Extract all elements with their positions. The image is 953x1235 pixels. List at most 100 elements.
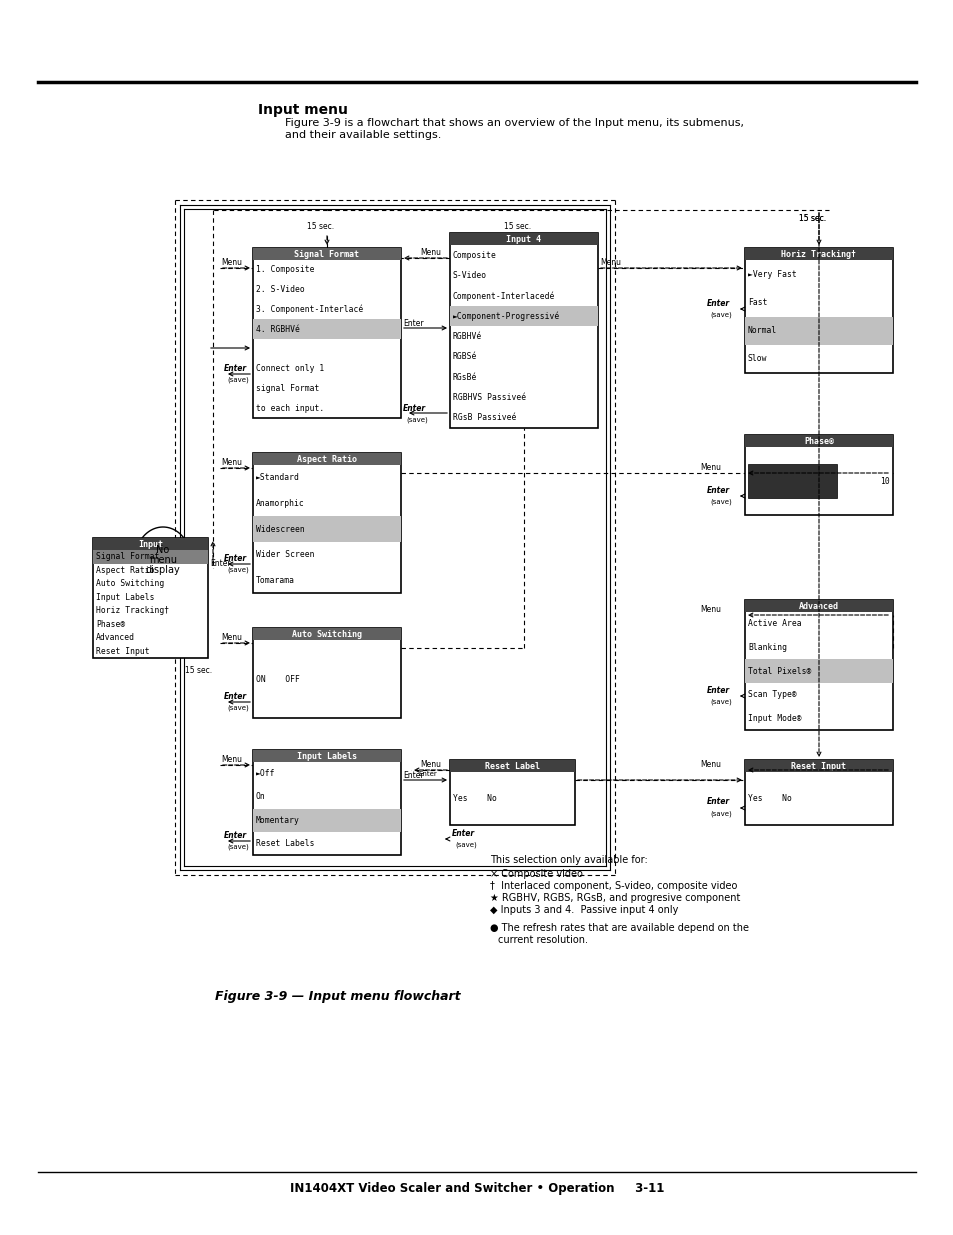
Bar [253, 453, 400, 466]
Text: current resolution.: current resolution. [497, 935, 587, 945]
Text: Phase®: Phase® [803, 436, 833, 446]
Text: Anamorphic: Anamorphic [255, 499, 304, 508]
Text: Total Pixels®: Total Pixels® [747, 667, 810, 676]
Bar [744, 600, 892, 613]
Text: Reset Input: Reset Input [791, 762, 845, 771]
Text: Enter: Enter [402, 319, 423, 327]
Text: Aspect Ratio: Aspect Ratio [296, 454, 356, 463]
Text: Auto Switching: Auto Switching [96, 579, 164, 588]
Text: Reset Label: Reset Label [484, 762, 539, 771]
Text: Menu: Menu [700, 462, 720, 472]
Text: (save): (save) [227, 567, 249, 573]
Text: 15 sec.: 15 sec. [307, 221, 334, 231]
Bar [744, 760, 892, 772]
Text: Momentary: Momentary [255, 815, 299, 825]
Text: Reset Labels: Reset Labels [255, 839, 314, 848]
Text: Horiz Tracking†: Horiz Tracking† [96, 606, 169, 615]
Text: to each input.: to each input. [255, 404, 324, 412]
Bar [92, 538, 208, 550]
Bar [92, 550, 208, 563]
Text: Widescreen: Widescreen [255, 525, 304, 534]
Text: Advanced: Advanced [96, 634, 135, 642]
Text: Active Area: Active Area [747, 619, 801, 629]
Text: ● The refresh rates that are available depend on the: ● The refresh rates that are available d… [490, 923, 748, 932]
Text: Menu: Menu [221, 632, 242, 641]
Bar [92, 538, 208, 658]
Text: 15 sec.: 15 sec. [799, 214, 825, 222]
Text: Horiz Tracking†: Horiz Tracking† [781, 249, 856, 258]
Bar [744, 316, 892, 345]
Text: Yes    No: Yes No [747, 794, 791, 803]
Text: (save): (save) [709, 810, 731, 818]
Bar [744, 435, 892, 447]
Text: signal Format: signal Format [255, 384, 319, 393]
Text: Signal Format: Signal Format [294, 249, 359, 258]
Text: (save): (save) [406, 416, 427, 424]
Text: Input Labels: Input Labels [96, 593, 154, 601]
Bar [253, 516, 400, 542]
Text: RGsBé: RGsBé [453, 373, 476, 382]
Text: 15 sec.: 15 sec. [503, 221, 531, 231]
Text: Menu: Menu [419, 247, 440, 257]
Text: ★ RGBHV, RGBS, RGsB, and progresive component: ★ RGBHV, RGBS, RGsB, and progresive comp… [490, 893, 740, 903]
Text: (save): (save) [227, 705, 249, 711]
Text: Enter: Enter [706, 685, 729, 694]
Text: Input: Input [138, 540, 163, 548]
Text: ►Standard: ►Standard [255, 473, 299, 483]
Text: × Composite video: × Composite video [490, 869, 582, 879]
Text: RGBHVé: RGBHVé [453, 332, 482, 341]
Text: Component-Interlacedé: Component-Interlacedé [453, 291, 555, 300]
Bar [253, 320, 400, 338]
Bar [450, 306, 598, 326]
Text: Auto Switching: Auto Switching [292, 630, 361, 638]
Text: Enter: Enter [402, 404, 426, 412]
Text: 4. RGBHVé: 4. RGBHVé [255, 325, 299, 333]
Text: Input 4: Input 4 [506, 235, 541, 243]
Text: Enter: Enter [224, 553, 247, 562]
Text: (save): (save) [709, 499, 731, 505]
Text: display: display [146, 564, 180, 576]
Text: Figure 3-9 — Input menu flowchart: Figure 3-9 — Input menu flowchart [214, 990, 460, 1003]
Text: Menu: Menu [221, 457, 242, 467]
Text: ►Very Fast: ►Very Fast [747, 269, 796, 279]
Text: (save): (save) [227, 377, 249, 383]
Bar [744, 248, 892, 373]
Bar [253, 248, 400, 261]
Text: menu: menu [149, 555, 177, 564]
Text: S-Video: S-Video [453, 270, 487, 280]
Bar [744, 435, 892, 515]
Bar [253, 750, 400, 762]
Text: Enter: Enter [402, 771, 423, 779]
Text: Reset Input: Reset Input [96, 647, 150, 656]
Text: (save): (save) [455, 842, 476, 848]
Text: Phase®: Phase® [96, 620, 125, 629]
Text: Enter: Enter [706, 485, 729, 494]
Text: Fast: Fast [747, 298, 767, 306]
Bar [450, 233, 598, 245]
Text: Figure 3-9 is a flowchart that shows an overview of the Input menu, its submenus: Figure 3-9 is a flowchart that shows an … [285, 119, 743, 128]
Text: 1. Composite: 1. Composite [255, 266, 314, 274]
Text: (save): (save) [709, 699, 731, 705]
Bar [450, 760, 575, 825]
Text: No: No [156, 545, 170, 555]
Text: RGBSé: RGBSé [453, 352, 476, 362]
Bar [450, 760, 575, 772]
Text: †  Interlaced component, S-video, composite video: † Interlaced component, S-video, composi… [490, 881, 737, 890]
Text: RGsB Passiveé: RGsB Passiveé [453, 414, 516, 422]
Text: Connect only 1: Connect only 1 [255, 364, 324, 373]
Text: Menu: Menu [599, 258, 620, 267]
Text: (save): (save) [227, 844, 249, 850]
Text: Advanced: Advanced [799, 601, 838, 610]
Text: Enter: Enter [210, 558, 231, 568]
Bar [747, 464, 836, 498]
Text: Input Labels: Input Labels [296, 752, 356, 761]
Bar [744, 600, 892, 730]
Text: Input menu: Input menu [257, 103, 348, 117]
Text: Signal Format: Signal Format [96, 552, 159, 561]
Text: This selection only available for:: This selection only available for: [490, 855, 647, 864]
Text: 10: 10 [880, 477, 889, 485]
Text: ►Off: ►Off [255, 769, 275, 778]
Text: Enter: Enter [224, 692, 247, 700]
Text: ◆ Inputs 3 and 4.  Passive input 4 only: ◆ Inputs 3 and 4. Passive input 4 only [490, 905, 678, 915]
Bar [744, 659, 892, 683]
